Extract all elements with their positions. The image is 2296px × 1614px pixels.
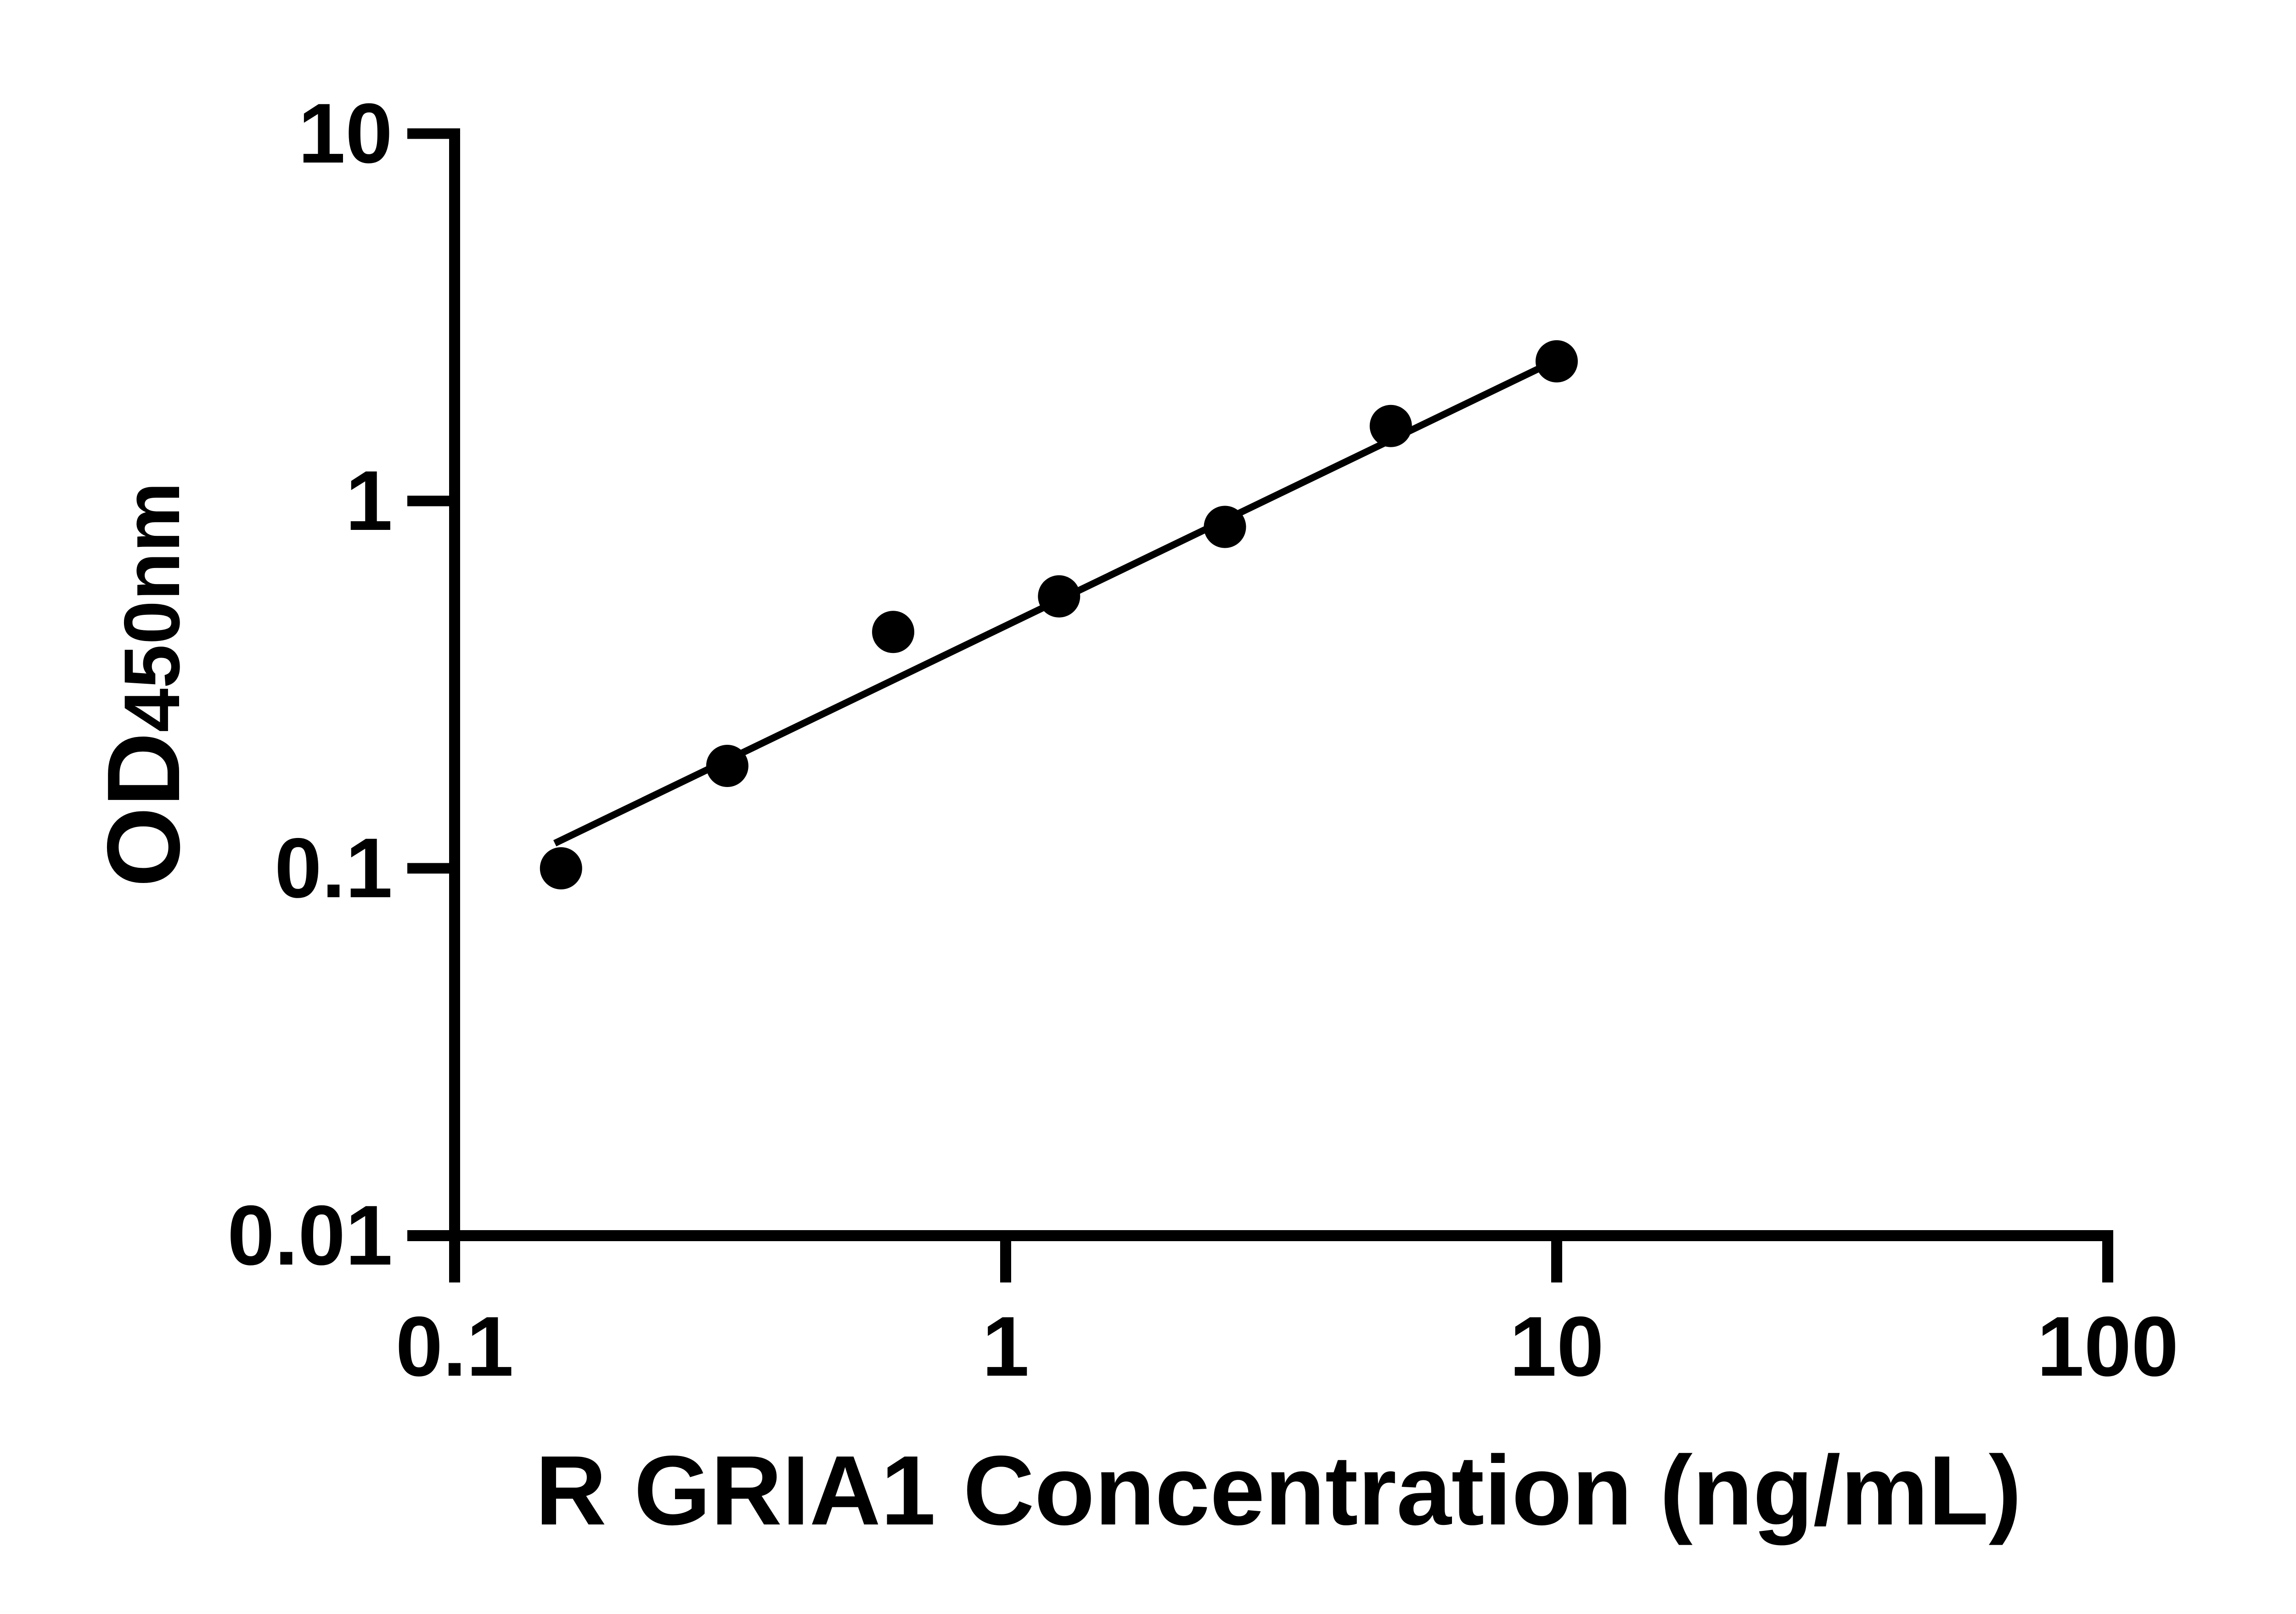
- x-tick-label: 10: [1509, 1299, 1604, 1394]
- y-axis-title-main: OD: [85, 732, 201, 888]
- x-axis-tick: [1551, 1241, 1562, 1282]
- data-point-marker: [872, 611, 915, 653]
- y-axis-line: [449, 128, 460, 1282]
- y-axis-title: OD450nm: [85, 482, 201, 887]
- y-axis-tick: [407, 495, 449, 506]
- x-axis-title: R GRIA1 Concentration (ng/mL): [535, 1435, 2022, 1546]
- x-axis-line: [407, 1230, 2113, 1241]
- y-axis-tick: [407, 863, 449, 874]
- data-point-marker: [1536, 340, 1578, 382]
- x-tick-label: 1: [982, 1299, 1030, 1394]
- plot-geometry: [407, 128, 2113, 1282]
- x-axis-tick: [2102, 1241, 2113, 1282]
- x-tick-label: 0.1: [395, 1299, 513, 1394]
- data-point-marker: [706, 744, 748, 787]
- y-tick-label: 0.01: [227, 1188, 393, 1283]
- y-axis-title-sub: 450nm: [108, 482, 196, 732]
- y-tick-label: 10: [298, 86, 393, 181]
- data-point-marker: [1204, 506, 1246, 548]
- x-axis-tick: [1000, 1241, 1011, 1282]
- y-tick-label: 0.1: [275, 821, 393, 916]
- data-point-marker: [540, 847, 582, 889]
- x-tick-label: 100: [2037, 1299, 2179, 1394]
- y-tick-label: 1: [345, 454, 393, 548]
- y-axis-tick: [407, 1230, 449, 1241]
- data-point-marker: [1369, 405, 1412, 447]
- y-axis-tick: [407, 128, 449, 139]
- data-point-marker: [1038, 575, 1080, 618]
